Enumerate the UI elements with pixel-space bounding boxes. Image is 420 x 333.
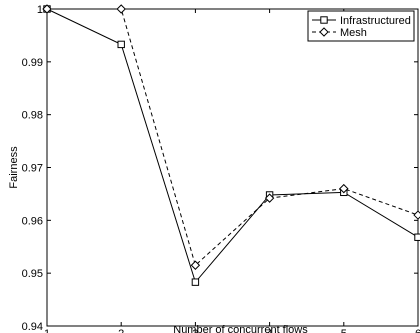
- legend-box: [307, 10, 415, 42]
- x-axis: 1 2 3 4 5 6: [44, 9, 420, 333]
- legend-label: Mesh: [340, 27, 367, 39]
- series-line: [47, 8, 419, 267]
- legend-label: Infrastructured: [340, 15, 411, 27]
- y-tick-label: 0.94: [22, 321, 43, 333]
- data-point-marker: [320, 16, 328, 24]
- x-tick-label: 1: [44, 328, 50, 333]
- data-point-marker: [116, 4, 126, 14]
- x-axis-label: Number of concurrent flows: [173, 324, 308, 333]
- legend-entry: Mesh: [312, 27, 367, 39]
- data-point-marker: [42, 4, 52, 14]
- data-point-marker: [339, 183, 349, 194]
- y-tick-label: 0.99: [22, 57, 43, 69]
- y-tick-label: 0.98: [22, 110, 43, 122]
- data-point-marker: [319, 27, 329, 37]
- data-point-marker: [264, 193, 275, 203]
- data-point-marker: [413, 210, 420, 220]
- series-layer: [42, 4, 420, 286]
- x-tick-label: 3: [192, 328, 198, 333]
- series-infrastructured: [43, 5, 420, 286]
- y-tick-label: 1: [37, 4, 43, 16]
- legend-entry: Infrastructured: [312, 15, 411, 27]
- x-tick-label: 5: [341, 328, 347, 333]
- y-axis-label: Fairness: [8, 146, 20, 189]
- data-point-marker: [190, 260, 201, 270]
- y-axis: 0.94 0.95 0.96 0.97 0.98 0.99 1: [22, 4, 418, 333]
- y-tick-label: 0.95: [22, 268, 43, 280]
- x-tick-label: 4: [267, 328, 273, 333]
- data-point-marker: [117, 40, 125, 49]
- plot-border: [46, 8, 419, 327]
- data-point-marker: [191, 278, 200, 286]
- series-line: [46, 8, 419, 284]
- plot-frame: [46, 8, 419, 327]
- x-tick-label: 6: [415, 328, 420, 333]
- data-point-marker: [414, 233, 420, 241]
- y-tick-label: 0.97: [22, 163, 43, 175]
- x-tick-label: 2: [118, 328, 124, 333]
- series-mesh: [42, 4, 420, 270]
- y-tick-label: 0.96: [22, 215, 43, 227]
